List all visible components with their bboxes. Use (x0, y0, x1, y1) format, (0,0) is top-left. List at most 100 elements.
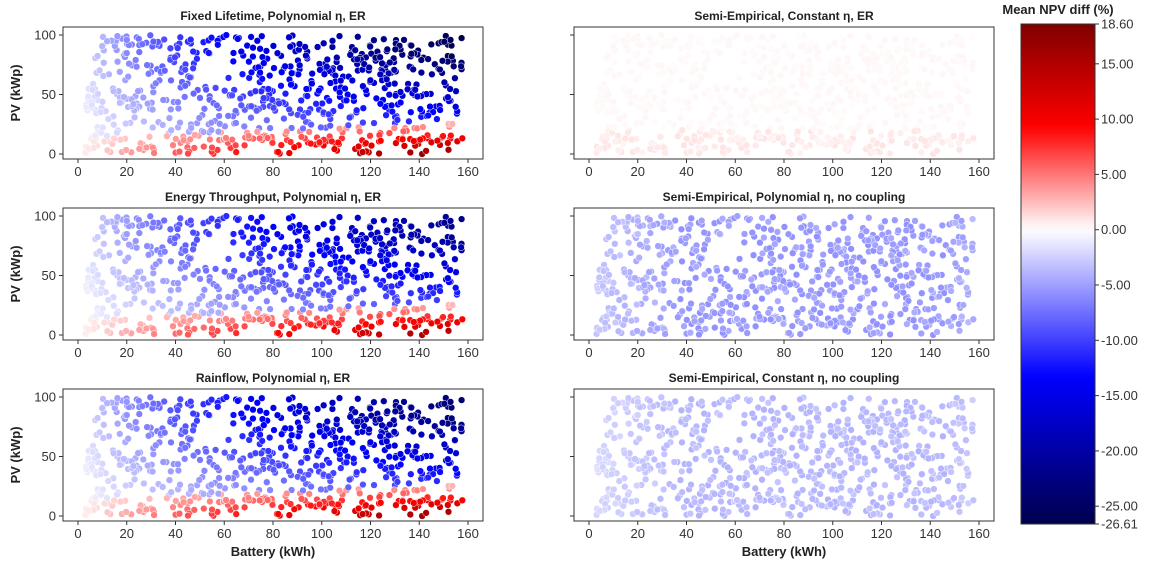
data-point (190, 144, 198, 152)
data-point (189, 409, 197, 418)
data-point (739, 498, 747, 506)
data-point (758, 249, 767, 258)
data-point (286, 405, 294, 413)
data-point (680, 141, 688, 149)
data-point (614, 399, 622, 407)
data-point (951, 259, 960, 268)
data-point (743, 300, 751, 308)
data-point (692, 455, 700, 463)
data-point (660, 304, 668, 313)
data-point (422, 328, 430, 336)
data-point (457, 396, 466, 404)
data-point (764, 37, 772, 45)
data-point (169, 503, 177, 511)
x-tick-label: 20 (631, 164, 645, 179)
data-point (299, 475, 307, 483)
x-tick-label: 0 (585, 526, 592, 541)
x-tick-label: 140 (408, 164, 430, 179)
data-point (924, 454, 933, 463)
data-point (359, 285, 367, 293)
data-point (951, 78, 960, 87)
x-axis-label: Battery (kWh) (742, 544, 827, 559)
data-point (968, 396, 977, 404)
data-point (678, 438, 686, 447)
data-point (297, 495, 306, 503)
data-point (350, 93, 358, 101)
data-point (624, 128, 632, 137)
data-point (103, 146, 112, 154)
x-tick-label: 140 (919, 526, 941, 541)
data-point (174, 225, 182, 233)
data-point (846, 487, 855, 495)
data-point (724, 101, 732, 110)
data-point (400, 142, 409, 150)
data-point (90, 500, 98, 508)
data-point (166, 44, 175, 52)
data-point (382, 473, 390, 481)
data-point (870, 118, 878, 127)
data-point (346, 51, 354, 59)
data-point (599, 101, 607, 109)
x-tick-label: 40 (679, 345, 693, 360)
data-point (152, 441, 160, 449)
colorbar-tick-label: 5.00 (1101, 167, 1126, 182)
data-point (896, 129, 905, 137)
data-point (232, 481, 240, 489)
data-point (947, 287, 955, 295)
data-point (924, 92, 933, 101)
data-point (366, 404, 374, 413)
data-point (937, 464, 945, 473)
data-point (144, 70, 153, 78)
data-point (771, 94, 779, 102)
data-point (419, 123, 427, 131)
data-point (224, 436, 233, 444)
data-point (653, 324, 662, 333)
colorbar-title: Mean NPV diff (%) (1002, 2, 1113, 17)
data-point (889, 59, 897, 67)
data-point (84, 273, 92, 282)
data-point (813, 266, 822, 274)
data-point (116, 68, 124, 76)
data-point (807, 242, 815, 250)
data-point (735, 436, 744, 444)
x-tick-label: 20 (120, 164, 134, 179)
data-point (224, 74, 233, 82)
data-point (704, 55, 712, 63)
data-point (280, 295, 288, 304)
data-point (356, 308, 364, 317)
data-point (627, 136, 636, 144)
data-point (683, 135, 691, 143)
data-point (132, 63, 141, 71)
data-point (206, 135, 214, 144)
data-point (406, 329, 414, 338)
data-point (258, 234, 267, 242)
data-point (968, 243, 976, 251)
data-point (330, 145, 339, 153)
data-point (195, 114, 203, 122)
data-point (110, 121, 118, 129)
data-point (837, 303, 845, 311)
data-point (627, 317, 636, 325)
data-point (881, 119, 889, 127)
data-point (646, 507, 654, 515)
data-point (263, 134, 272, 142)
data-point (123, 398, 131, 406)
data-point (390, 486, 398, 494)
data-point (278, 430, 286, 438)
data-point (610, 485, 618, 494)
data-point (142, 324, 151, 333)
data-point (916, 298, 924, 307)
data-point (175, 510, 184, 518)
data-point (888, 318, 896, 326)
data-point (775, 85, 783, 93)
data-point (921, 499, 929, 507)
data-point (824, 224, 833, 232)
data-point (337, 76, 345, 85)
data-point (231, 141, 240, 149)
data-point (236, 94, 244, 103)
data-point (419, 485, 427, 493)
data-point (607, 470, 616, 478)
data-point (316, 66, 324, 74)
data-point (317, 485, 325, 494)
